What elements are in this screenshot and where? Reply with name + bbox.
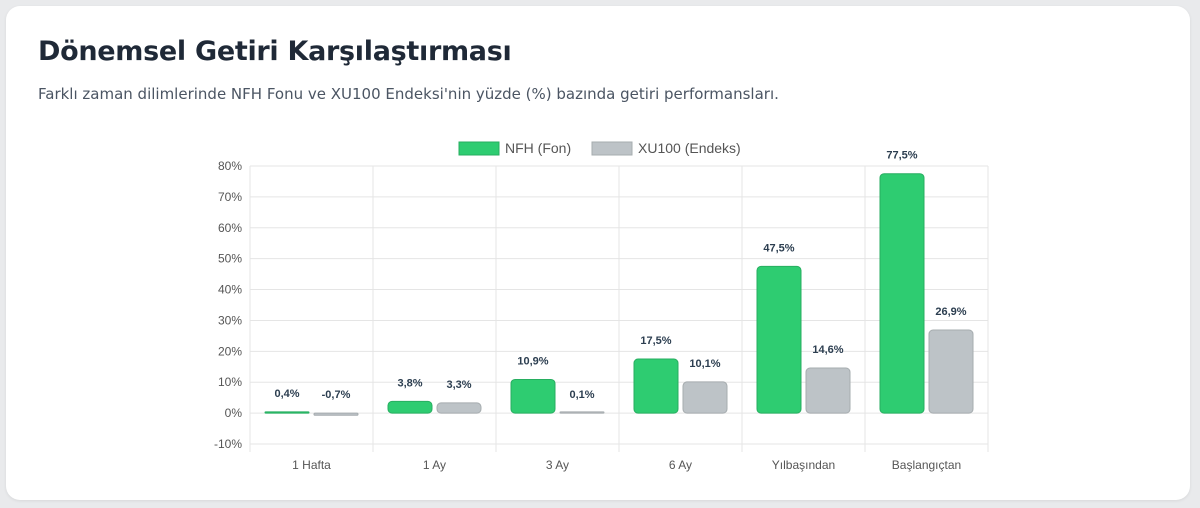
data-label: 17,5% <box>640 335 671 347</box>
x-tick-label: 6 Ay <box>669 458 692 472</box>
bar-xu100 <box>436 402 482 414</box>
bar-xu100 <box>928 329 974 414</box>
x-tick-label: Yılbaşından <box>772 458 835 472</box>
chart-card: Dönemsel Getiri Karşılaştırması Farklı z… <box>6 6 1190 500</box>
bar-xu100 <box>559 411 605 414</box>
bar-nfh <box>264 411 310 414</box>
data-label: 47,5% <box>763 242 794 254</box>
y-tick-label: -10% <box>214 437 242 451</box>
legend-item-nfh-swatch[interactable] <box>458 141 500 156</box>
bar-nfh <box>756 265 802 414</box>
returns-bar-chart: 80% 70% 60% 50% 40% 30% 20% 10% 0% -10% 0,4% 3,8% 10… <box>214 140 989 472</box>
bar-nfh <box>510 378 556 414</box>
x-tick-label: 3 Ay <box>546 458 569 472</box>
data-label: 3,3% <box>446 379 471 391</box>
data-label: 14,6% <box>812 344 843 356</box>
x-tick-label: 1 Ay <box>423 458 446 472</box>
x-tick-label: Başlangıçtan <box>892 458 961 472</box>
bar-nfh <box>879 173 925 414</box>
data-label: 3,8% <box>397 377 422 389</box>
y-tick-label: 60% <box>218 221 242 235</box>
legend-item-xu100-swatch[interactable] <box>591 141 633 156</box>
y-tick-label: 50% <box>218 252 242 266</box>
y-tick-label: 10% <box>218 375 242 389</box>
data-label: 77,5% <box>886 150 917 162</box>
bar-xu100 <box>682 381 728 414</box>
data-label: 0,4% <box>274 388 299 400</box>
y-tick-label: 0% <box>225 406 243 420</box>
y-tick-label: 30% <box>218 313 242 327</box>
y-tick-label: 80% <box>218 159 242 173</box>
y-tick-label: 40% <box>218 283 242 297</box>
legend-item-xu100-label[interactable]: XU100 (Endeks) <box>638 140 741 156</box>
data-label: 0,1% <box>569 389 594 401</box>
y-tick-label: 70% <box>218 190 242 204</box>
page-title: Dönemsel Getiri Karşılaştırması <box>38 36 512 67</box>
y-tick-label: 20% <box>218 344 242 358</box>
data-label: 10,9% <box>517 355 548 367</box>
bar-nfh <box>633 358 679 414</box>
data-label: 10,1% <box>689 358 720 370</box>
bar-nfh <box>387 400 433 414</box>
data-label: -0,7% <box>322 389 351 401</box>
legend-item-nfh-label[interactable]: NFH (Fon) <box>505 140 571 156</box>
bar-xu100 <box>805 367 851 414</box>
data-label: 26,9% <box>935 306 966 318</box>
x-tick-label: 1 Hafta <box>292 458 331 472</box>
page-subtitle: Farklı zaman dilimlerinde NFH Fonu ve XU… <box>38 85 779 103</box>
bar-xu100 <box>313 412 359 416</box>
